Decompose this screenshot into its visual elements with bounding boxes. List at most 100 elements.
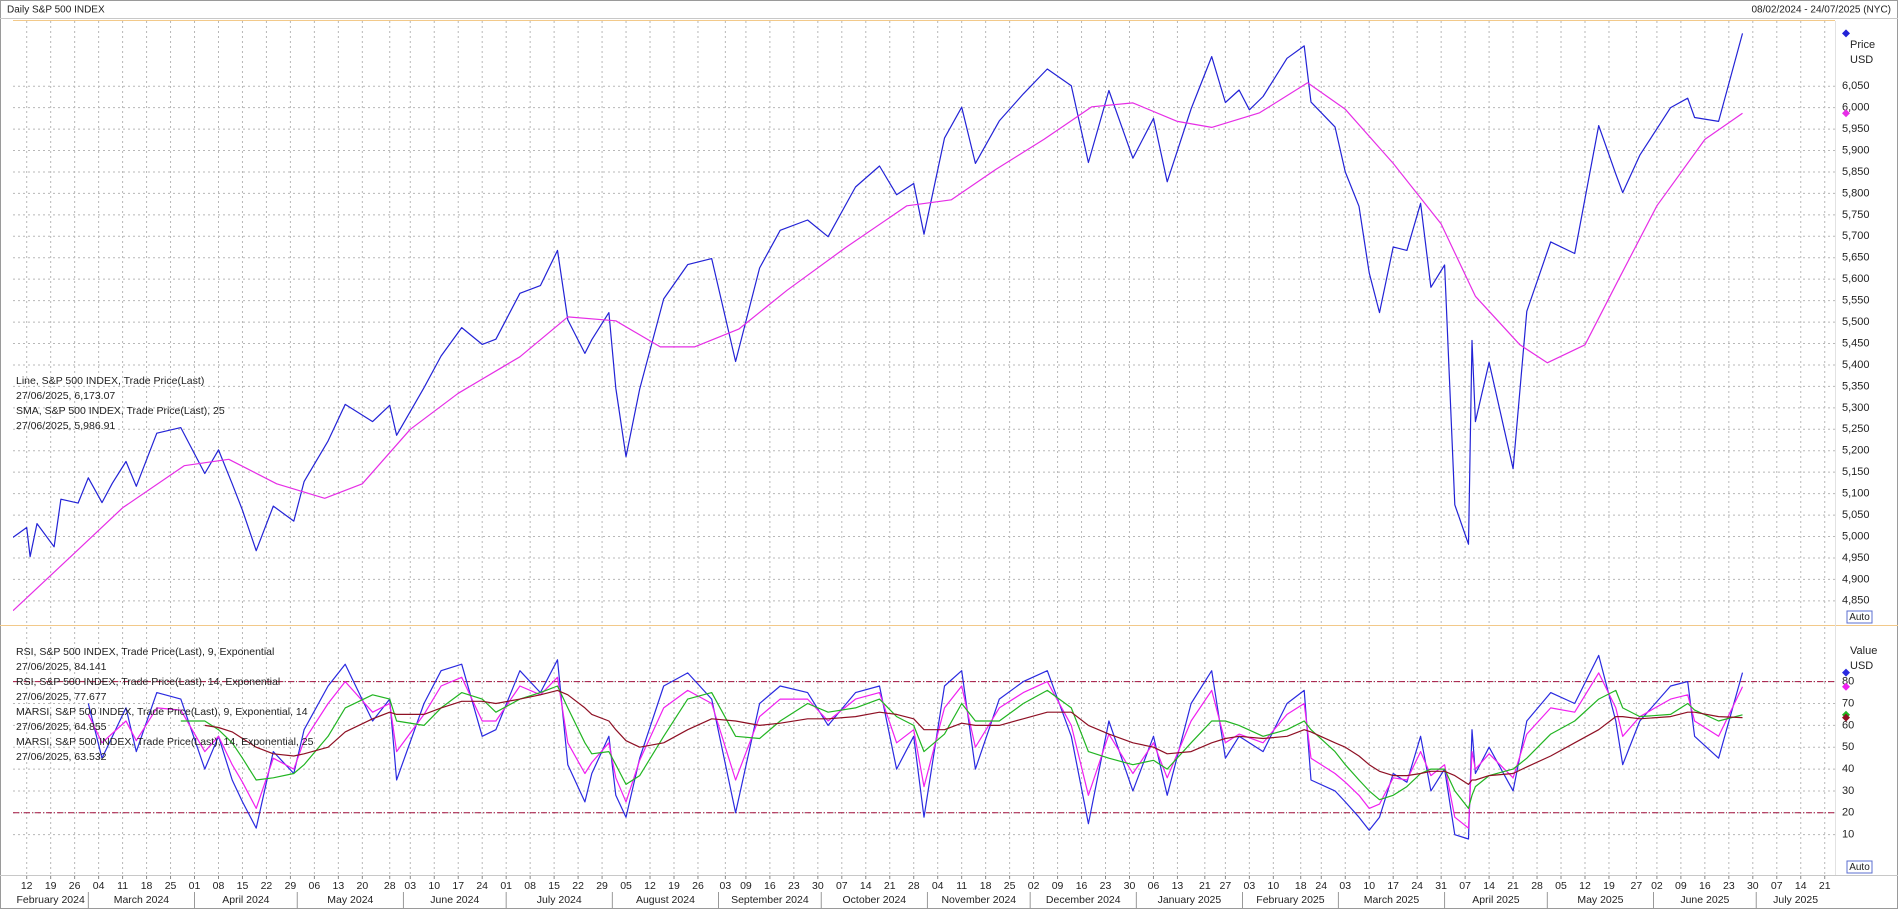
y-tick-label: 5,750 [1842, 209, 1870, 221]
x-tick-label: 03 [404, 880, 416, 892]
legend-name: RSI, S&P 500 INDEX, Trade Price(Last), 9… [16, 646, 274, 658]
series-line [204, 689, 1743, 785]
month-label: May 2024 [327, 894, 373, 906]
y-tick-label: 20 [1842, 807, 1854, 819]
x-tick-label: 16 [1699, 880, 1711, 892]
y-tick-label: 40 [1842, 763, 1854, 775]
last-value-marker [1842, 682, 1850, 691]
legend-value: 27/06/2025, 77.677 [16, 691, 107, 703]
x-tick-label: 12 [644, 880, 656, 892]
x-tick-label: 07 [1459, 880, 1471, 892]
legend-name: SMA, S&P 500 INDEX, Trade Price(Last), 2… [16, 405, 225, 417]
month-label: June 2024 [430, 894, 479, 906]
x-tick-label: 13 [333, 880, 345, 892]
y-tick-label: 5,500 [1842, 316, 1870, 328]
x-tick-label: 09 [740, 880, 752, 892]
series-group [87, 654, 1744, 840]
month-label: April 2024 [222, 894, 269, 906]
x-tick-label: 05 [1555, 880, 1567, 892]
x-tick-label: 15 [237, 880, 249, 892]
month-label: July 2024 [537, 894, 582, 906]
y-tick-label: 5,250 [1842, 423, 1870, 435]
y-tick-label: 5,800 [1842, 187, 1870, 199]
x-tick-label: 08 [213, 880, 225, 892]
month-label: February 2024 [17, 894, 85, 906]
scale-button-label[interactable]: Auto [1849, 862, 1870, 873]
x-tick-label: 17 [452, 880, 464, 892]
x-tick-label: 18 [1295, 880, 1307, 892]
last-value-marker [1842, 668, 1850, 677]
x-tick-label: 12 [1579, 880, 1591, 892]
x-tick-label: 23 [1100, 880, 1112, 892]
x-tick-label: 20 [356, 880, 368, 892]
x-tick-label: 31 [1435, 880, 1447, 892]
scale-button[interactable]: Auto [1846, 860, 1873, 874]
x-tick-label: 03 [1339, 880, 1351, 892]
x-tick-label: 01 [189, 880, 201, 892]
legend-name: Line, S&P 500 INDEX, Trade Price(Last) [16, 375, 204, 387]
x-tick-label: 26 [69, 880, 81, 892]
x-tick-label: 28 [384, 880, 396, 892]
x-tick-label: 03 [720, 880, 732, 892]
y-tick-label: 50 [1842, 741, 1854, 753]
series-line [180, 685, 1743, 809]
series-line [13, 33, 1744, 558]
x-tick-label: 27 [1220, 880, 1232, 892]
x-tick-label: 04 [93, 880, 105, 892]
x-tick-label: 16 [764, 880, 776, 892]
scale-button[interactable]: Auto [1846, 610, 1873, 624]
x-tick-label: 01 [500, 880, 512, 892]
y-tick-label: 5,950 [1842, 123, 1870, 135]
x-tick-label: 23 [1723, 880, 1735, 892]
x-tick-label: 02 [1651, 880, 1663, 892]
x-tick-label: 09 [1052, 880, 1064, 892]
month-label: June 2025 [1680, 894, 1729, 906]
legend-name: MARSI, S&P 500 INDEX, Trade Price(Last),… [16, 736, 314, 748]
legend-value: 27/06/2025, 63.532 [16, 751, 107, 763]
y-tick-label: 5,150 [1842, 466, 1870, 478]
x-tick-label: 02 [1028, 880, 1040, 892]
y-tick-label: 60 [1842, 719, 1854, 731]
x-tick-label: 19 [1603, 880, 1615, 892]
y-tick-label: 4,900 [1842, 573, 1870, 585]
legend-value: 27/06/2025, 84.141 [16, 661, 107, 673]
scale-button-box[interactable] [1846, 610, 1873, 624]
month-label: April 2025 [1472, 894, 1519, 906]
x-tick-label: 16 [1076, 880, 1088, 892]
x-tick-label: 25 [165, 880, 177, 892]
x-tick-label: 24 [1315, 880, 1327, 892]
x-tick-label: 06 [1148, 880, 1160, 892]
x-tick-label: 22 [572, 880, 584, 892]
legend-name: RSI, S&P 500 INDEX, Trade Price(Last), 1… [16, 676, 280, 688]
y-tick-label: 5,000 [1842, 530, 1870, 542]
x-tick-label: 17 [1387, 880, 1399, 892]
axis-unit: USD [1850, 660, 1873, 672]
series-line [13, 82, 1743, 612]
x-tick-label: 15 [548, 880, 560, 892]
y-tick-label: 5,650 [1842, 252, 1870, 264]
x-tick-label: 30 [1747, 880, 1759, 892]
x-tick-label: 10 [1363, 880, 1375, 892]
y-tick-label: 5,850 [1842, 166, 1870, 178]
scale-button-box[interactable] [1846, 860, 1873, 874]
scale-button-label[interactable]: Auto [1849, 612, 1870, 623]
x-tick-label: 10 [1267, 880, 1279, 892]
x-tick-label: 10 [428, 880, 440, 892]
x-tick-label: 14 [1795, 880, 1807, 892]
x-tick-label: 11 [117, 880, 128, 892]
month-label: December 2024 [1046, 894, 1121, 906]
month-label: July 2025 [1773, 894, 1818, 906]
x-tick-label: 04 [932, 880, 944, 892]
y-tick-label: 5,400 [1842, 359, 1870, 371]
y-tick-label: 5,900 [1842, 144, 1870, 156]
y-tick-label: 6,000 [1842, 102, 1870, 114]
legend-value: 27/06/2025, 6,173.07 [16, 390, 115, 402]
chart-title: Daily S&P 500 INDEX [7, 5, 105, 16]
x-tick-label: 14 [860, 880, 872, 892]
last-value-marker [1842, 109, 1850, 118]
month-label: March 2025 [1364, 894, 1420, 906]
x-tick-label: 21 [1819, 880, 1831, 892]
x-tick-label: 13 [1172, 880, 1184, 892]
x-tick-label: 03 [1244, 880, 1256, 892]
